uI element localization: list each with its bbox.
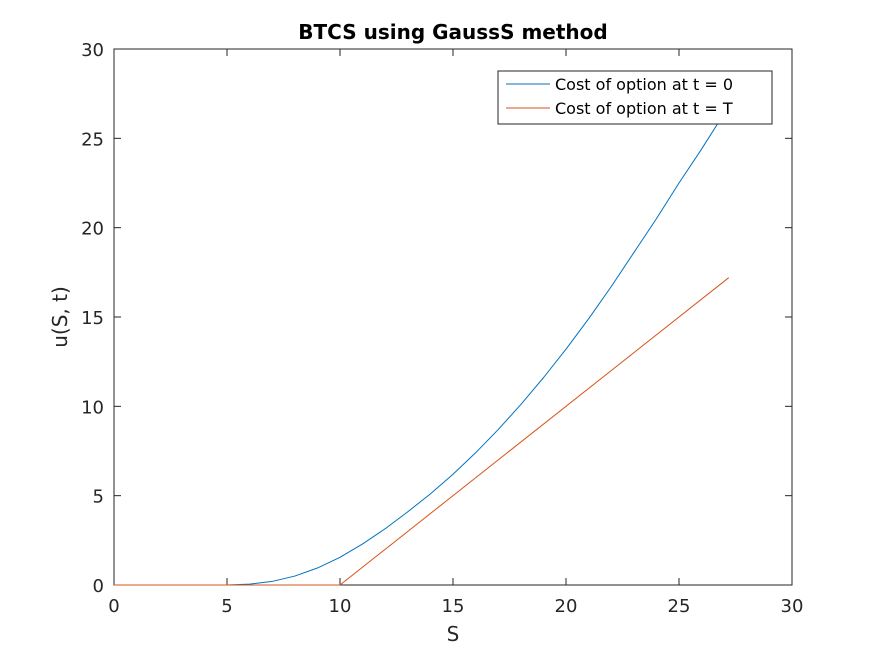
legend-box: [497, 70, 773, 125]
y-tick-label: 15: [81, 308, 104, 329]
y-tick-label: 10: [81, 397, 104, 418]
y-tick-label: 20: [81, 219, 104, 240]
legend-label-cost-tT: Cost of option at t = T: [555, 99, 733, 118]
x-tick-label: 5: [221, 596, 232, 617]
data-series: [114, 105, 730, 586]
x-axis-label: S: [447, 622, 460, 646]
y-tick-label: 0: [93, 576, 104, 597]
legend: Cost of option at t = 0 Cost of option a…: [497, 70, 773, 125]
y-tick-label: 5: [93, 487, 104, 508]
legend-label-cost-t0: Cost of option at t = 0: [555, 75, 733, 94]
x-tick-label: 25: [668, 596, 691, 617]
x-tick-label: 10: [329, 596, 352, 617]
x-tick-label: 20: [555, 596, 578, 617]
x-tick-label: 15: [442, 596, 465, 617]
axis-ticks: 0 5 10 15 20 25 30 0 5 10 15 20 25 30: [81, 40, 803, 617]
series-line-1: [114, 277, 730, 586]
x-tick-label: 30: [781, 596, 804, 617]
y-tick-label: 30: [81, 40, 104, 61]
chart-title: BTCS using GaussS method: [298, 20, 607, 44]
plot-area: [113, 48, 793, 586]
y-axis-label: u(S, t): [48, 286, 72, 348]
series-line-0: [114, 105, 730, 586]
x-tick-label: 0: [108, 596, 119, 617]
y-tick-label: 25: [81, 129, 104, 150]
